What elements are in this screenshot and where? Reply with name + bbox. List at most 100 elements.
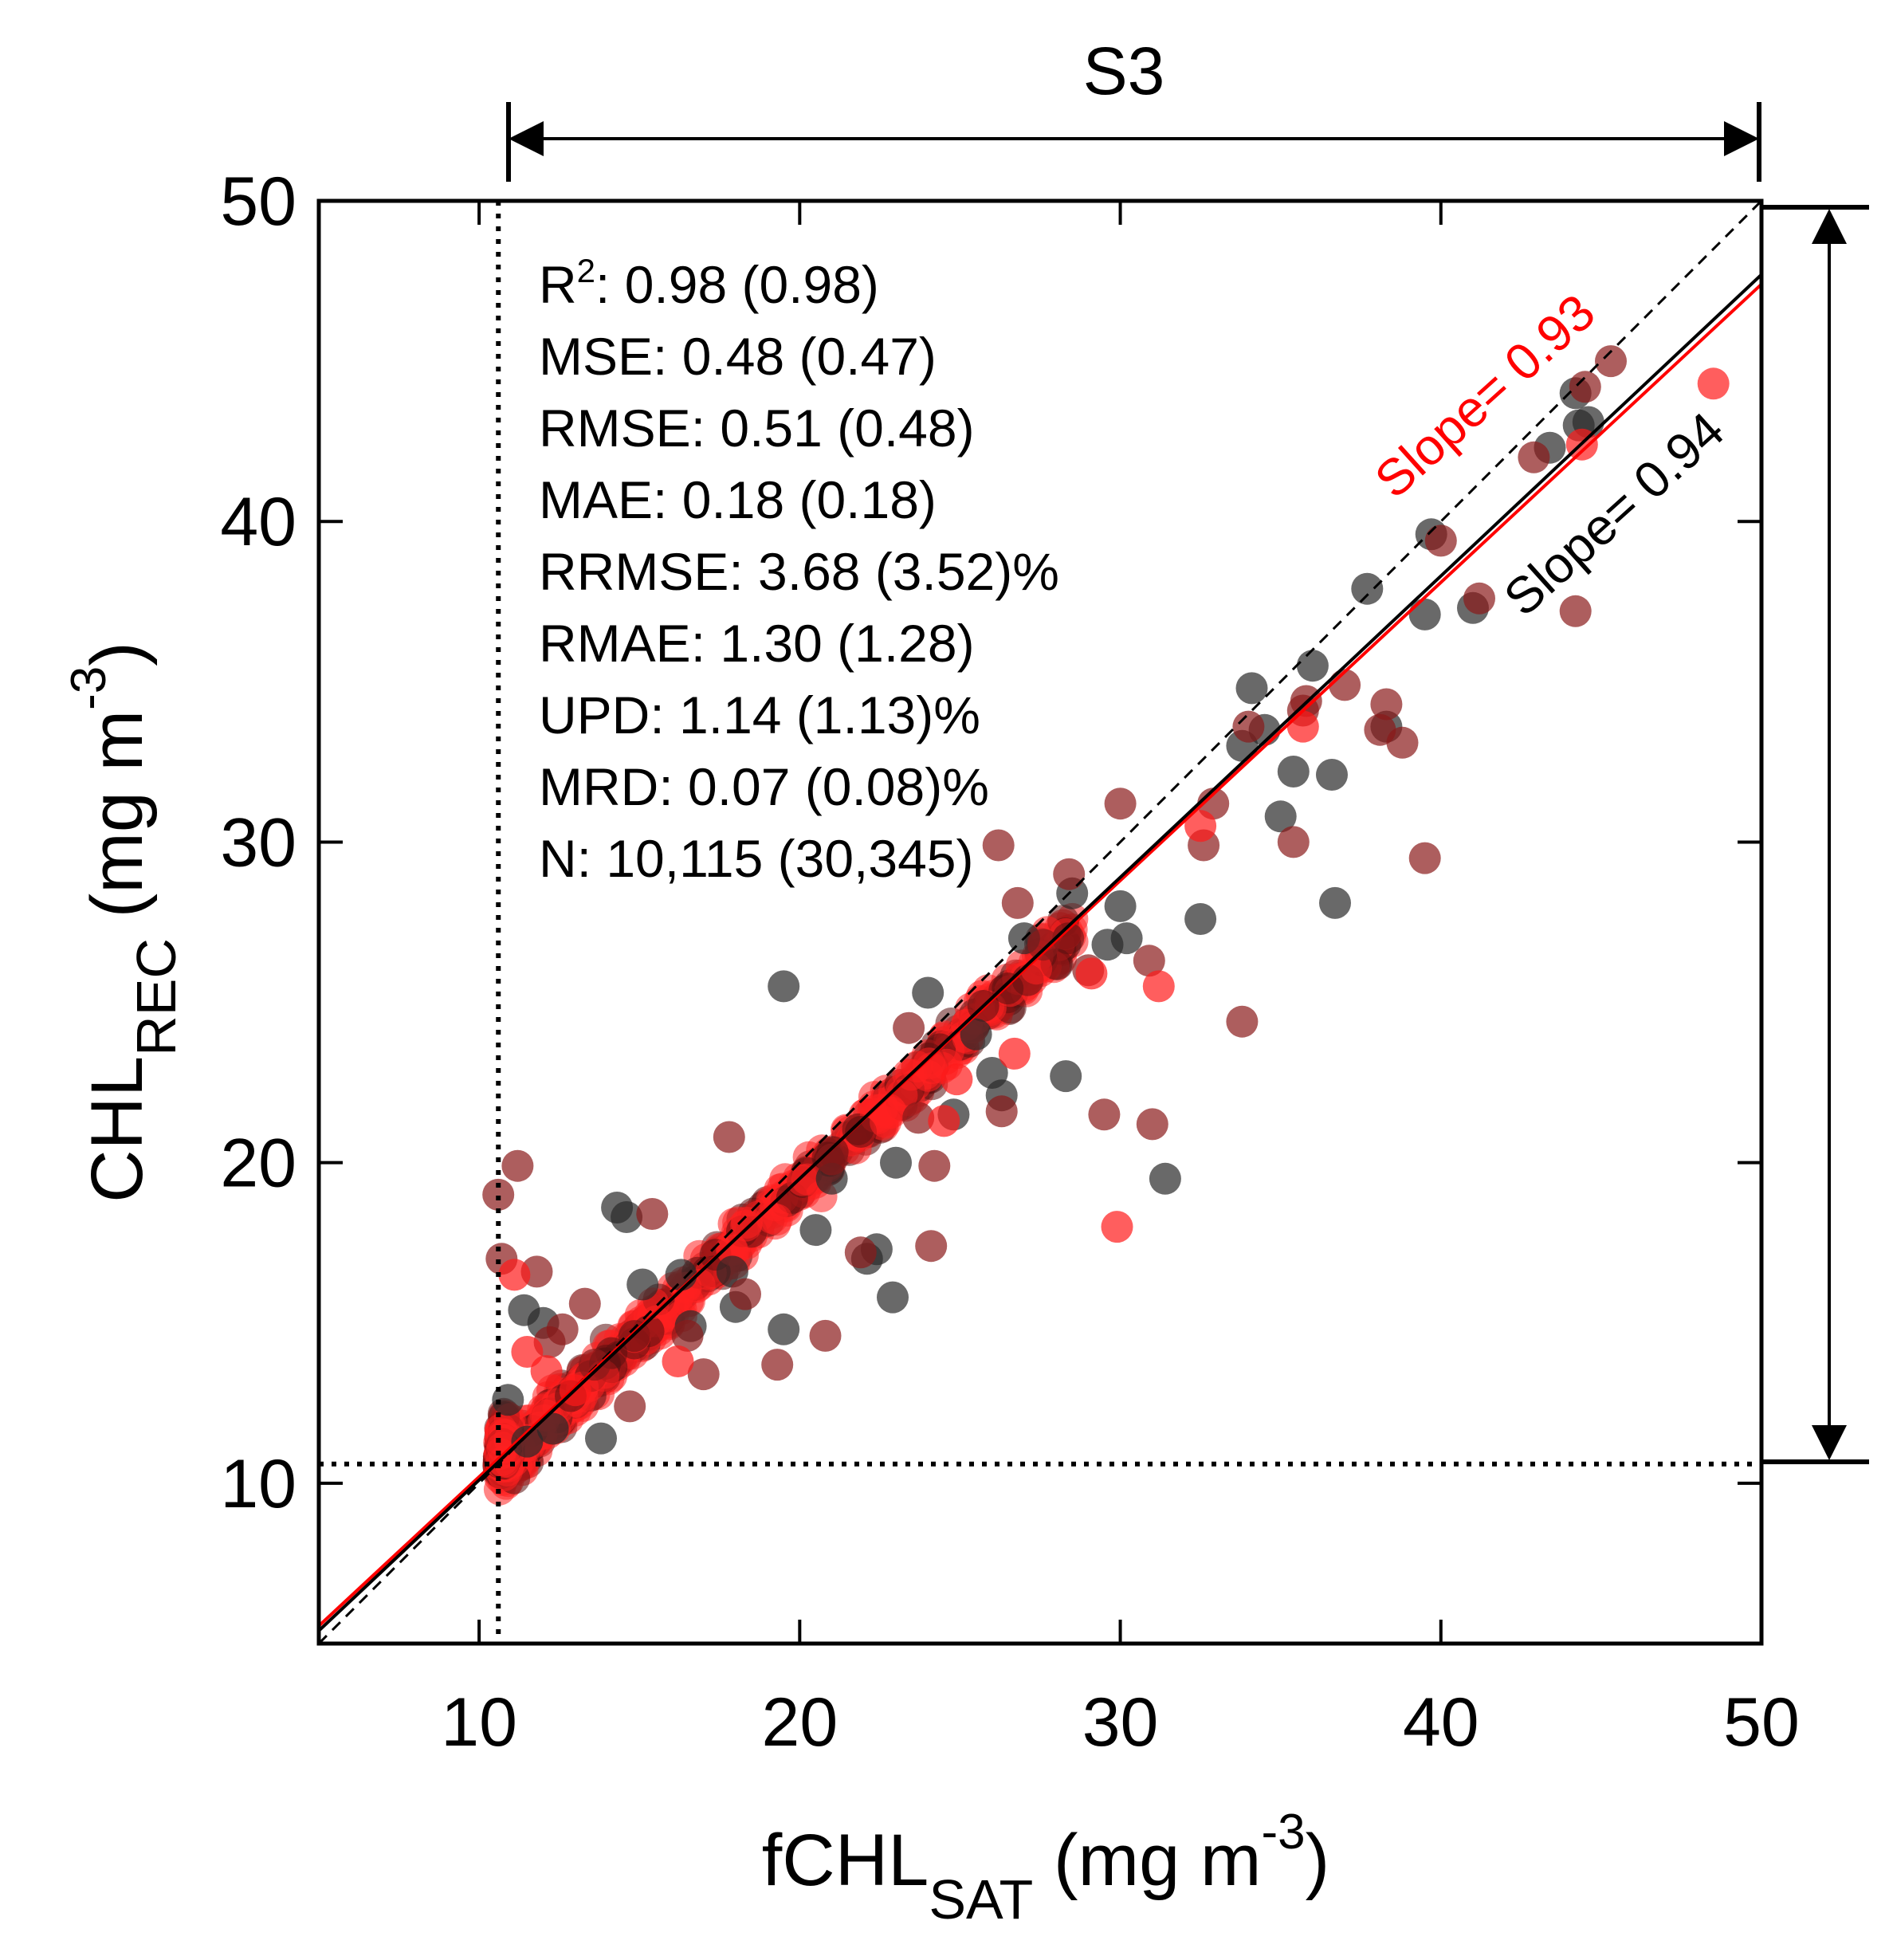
stats-block: R2: 0.98 (0.98) MSE: 0.48 (0.47) RMSE: 0.5… [539, 252, 1059, 888]
data-point [1184, 903, 1217, 935]
data-point [960, 1018, 992, 1051]
data-point [1559, 595, 1592, 627]
y-tick-label: 20 [220, 1125, 297, 1202]
data-point [1697, 367, 1730, 400]
stats-line: MAE: 0.18 (0.18) [539, 470, 937, 529]
data-point [1104, 788, 1137, 820]
dense-point [760, 1204, 793, 1236]
y-axis-title: CHLREC (mg m-3) [61, 642, 187, 1203]
data-point [1088, 1098, 1121, 1131]
data-point [844, 1236, 877, 1269]
data-point [511, 1425, 544, 1458]
data-point [1104, 890, 1137, 922]
fit-line [319, 273, 1761, 1632]
data-point [1149, 1162, 1181, 1195]
data-point [1595, 345, 1627, 378]
stats-line: RRMSE: 3.68 (3.52)% [539, 542, 1059, 601]
stats-line: MSE: 0.48 (0.47) [539, 327, 937, 386]
data-point [511, 1336, 544, 1368]
data-point [1370, 688, 1403, 721]
stats-line: MRD: 0.07 (0.08)% [539, 757, 989, 816]
data-point [568, 1287, 601, 1320]
data-point [1408, 842, 1441, 874]
stats-line: RMSE: 0.51 (0.48) [539, 399, 975, 458]
data-point [1296, 650, 1329, 682]
right-span-arrow [1761, 205, 1869, 1464]
data-point [578, 1349, 611, 1381]
x-tick-label: 50 [1723, 1684, 1800, 1761]
data-point [1050, 1060, 1082, 1093]
data-point [508, 1294, 540, 1326]
data-point [768, 1313, 800, 1345]
data-point [713, 1121, 745, 1153]
data-point [982, 829, 1015, 862]
fit-line [319, 283, 1761, 1628]
slope-label-black: Slope= 0.94 [1493, 401, 1734, 626]
data-point [665, 1259, 697, 1291]
data-point [671, 1319, 704, 1352]
data-point [1075, 957, 1108, 990]
data-point [687, 1358, 720, 1391]
top-span-arrow [506, 102, 1761, 182]
dense-point [1052, 922, 1085, 955]
x-tick-label: 10 [441, 1684, 517, 1761]
x-tick-label: 20 [761, 1684, 838, 1761]
data-point [1053, 858, 1086, 890]
data-point [662, 1345, 694, 1377]
plot-area [319, 201, 1761, 1644]
data-point [815, 1143, 848, 1176]
data-point [877, 1281, 909, 1314]
x-tick-label: 40 [1403, 1684, 1479, 1761]
y-tick-label: 30 [220, 804, 297, 881]
data-point [902, 1102, 935, 1134]
stats-line: R2: 0.98 (0.98) [539, 252, 879, 314]
data-point [1264, 800, 1297, 833]
data-point [928, 1105, 960, 1137]
scatter-points [482, 345, 1730, 1458]
data-point [761, 1349, 794, 1381]
axis-ticks: 10 20 30 40 50 10 20 30 40 50 [220, 163, 1800, 1761]
data-point [1133, 945, 1165, 977]
data-point [985, 1095, 1018, 1128]
data-point [729, 1278, 761, 1310]
data-point [1386, 726, 1419, 759]
data-point [1226, 1005, 1259, 1038]
data-point [530, 1355, 563, 1388]
data-point [880, 1146, 912, 1179]
data-point [498, 1259, 531, 1291]
data-point [1424, 524, 1457, 557]
data-point [626, 1268, 659, 1301]
data-point [893, 1011, 925, 1044]
dense-point [1020, 953, 1053, 985]
data-point [912, 976, 944, 1009]
data-point [501, 1149, 534, 1182]
dense-point [870, 1106, 902, 1138]
y-tick-label: 40 [220, 484, 297, 560]
reference-lines [319, 201, 1761, 1644]
data-point [1316, 759, 1348, 791]
data-point [799, 1214, 832, 1247]
dense-point [845, 1116, 878, 1148]
stats-line: UPD: 1.14 (1.13)% [539, 685, 980, 744]
data-point [915, 1230, 948, 1263]
data-point [941, 1063, 973, 1096]
data-point [492, 1384, 524, 1416]
data-point [482, 1178, 515, 1211]
data-point [611, 1201, 643, 1233]
data-point [536, 1412, 569, 1445]
data-point [1136, 1108, 1168, 1141]
data-point [1319, 886, 1351, 919]
stats-line: RMAE: 1.30 (1.28) [539, 614, 975, 673]
data-point [1101, 1211, 1133, 1243]
y-tick-label: 10 [220, 1446, 297, 1522]
stats-line: N: 10,115 (30,345) [539, 829, 973, 888]
data-point [1463, 582, 1495, 615]
data-point [1329, 669, 1361, 701]
plot-frame [316, 198, 1764, 1646]
x-tick-label: 30 [1082, 1684, 1159, 1761]
data-point [636, 1198, 669, 1230]
data-point [1235, 672, 1268, 705]
data-point [1232, 710, 1265, 743]
data-point [998, 1037, 1031, 1070]
y-tick-label: 50 [220, 163, 297, 240]
